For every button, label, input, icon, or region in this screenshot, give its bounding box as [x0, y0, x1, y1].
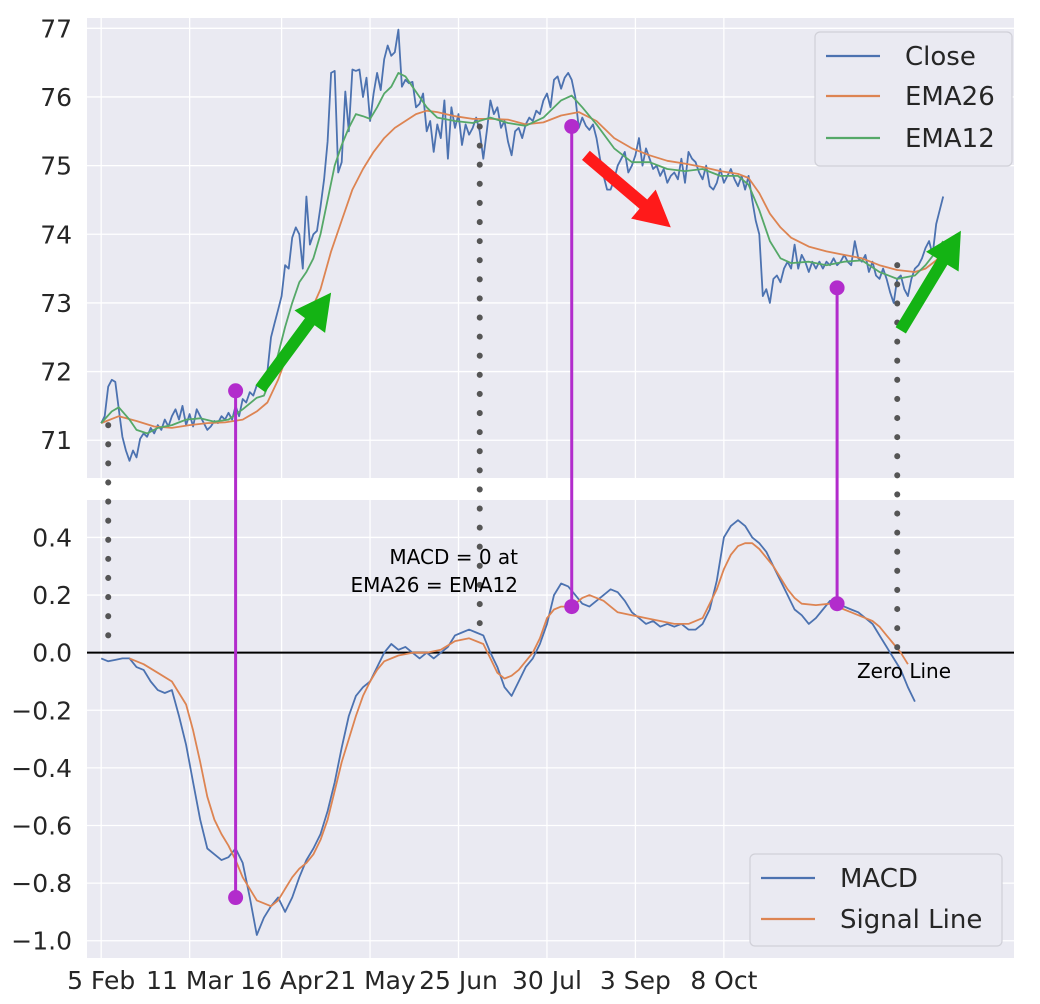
macd-x-tick-0: 5 Feb [67, 966, 135, 995]
price-y-tick-1: 72 [40, 358, 72, 387]
trend-arrow-up-0 [255, 292, 332, 393]
overlays [105, 118, 961, 906]
macd-y-ticks: −1.0 −0.8 −0.6 −0.4 −0.2 0.0 0.2 0.4 [11, 523, 72, 955]
macd-x-tick-7: 8 Oct [690, 966, 757, 995]
macd-x-tick-2: 16 Apr [240, 966, 324, 995]
crossover-macd-marker-1 [564, 599, 580, 615]
macd-x-tick-3: 21 May [324, 966, 416, 995]
macd-y-tick-5: 0.0 [32, 639, 72, 668]
price-y-tick-0: 71 [40, 426, 72, 455]
macd-y-tick-3: −0.4 [11, 754, 72, 783]
macd-y-tick-0: −1.0 [11, 927, 72, 956]
price-y-tick-3: 74 [40, 220, 72, 249]
price-y-ticks: 71 72 73 74 75 76 77 [40, 14, 72, 455]
legend-ema12-label: EMA12 [905, 124, 995, 154]
macd-y-tick-7: 0.4 [32, 523, 72, 552]
macd-x-tick-4: 25 Jun [419, 966, 498, 995]
ema26-line [100, 109, 944, 429]
macd-y-tick-6: 0.2 [32, 581, 72, 610]
close-line [100, 28, 945, 462]
macd-zero-annotation-line2: EMA26 = EMA12 [350, 573, 518, 597]
price-grid [87, 18, 1014, 478]
legend-signal-label: Signal Line [840, 905, 982, 935]
macd-x-ticks: 5 Feb 11 Mar 16 Apr 21 May 25 Jun 30 Jul 3 Sep… [67, 966, 758, 995]
price-y-tick-6: 77 [40, 14, 72, 43]
price-lines [100, 28, 945, 462]
macd-x-tick-6: 3 Sep [600, 966, 671, 995]
price-y-tick-4: 75 [40, 152, 72, 181]
macd-x-tick-1: 11 Mar [146, 966, 234, 995]
zero-line-annotation: Zero Line [857, 659, 951, 683]
macd-legend: MACD Signal Line [749, 853, 1003, 947]
crossover-price-marker-2 [829, 280, 845, 296]
crossover-macd-marker-0 [228, 890, 244, 906]
trend-arrow-down-1 [582, 150, 671, 228]
macd-y-tick-4: −0.2 [11, 696, 72, 725]
macd-y-tick-2: −0.6 [11, 811, 72, 840]
trend-arrow-up-2 [895, 230, 961, 334]
macd-grid [87, 500, 1014, 958]
ema12-line [100, 72, 944, 435]
legend-close-label: Close [905, 42, 976, 72]
crossover-price-marker-0 [228, 383, 244, 399]
price-legend: Close EMA26 EMA12 [814, 31, 1013, 167]
crossover-price-marker-1 [564, 118, 580, 134]
signal-line [129, 542, 909, 908]
crossover-macd-marker-2 [829, 596, 845, 612]
price-legend-box [814, 31, 1013, 167]
legend-macd-label: MACD [840, 864, 918, 894]
price-y-tick-2: 73 [40, 289, 72, 318]
price-y-tick-5: 76 [40, 83, 72, 112]
macd-zero-annotation-line1: MACD = 0 at [389, 545, 518, 569]
macd-y-tick-1: −0.8 [11, 869, 72, 898]
legend-ema26-label: EMA26 [905, 82, 995, 112]
macd-x-tick-5: 30 Jul [512, 966, 582, 995]
